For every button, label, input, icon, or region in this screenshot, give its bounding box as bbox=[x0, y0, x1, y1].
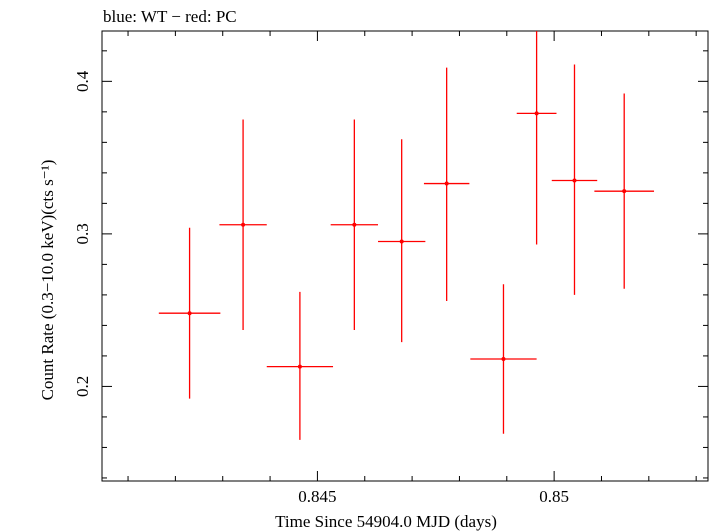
data-marker bbox=[297, 364, 302, 369]
y-tick-label: 0.2 bbox=[73, 376, 92, 397]
x-tick-label: 0.845 bbox=[298, 487, 336, 506]
data-point bbox=[266, 291, 334, 440]
data-point bbox=[516, 31, 557, 245]
data-point bbox=[470, 284, 537, 434]
data-marker bbox=[572, 178, 577, 183]
plot-frame bbox=[101, 30, 709, 482]
data-marker bbox=[534, 111, 539, 116]
data-marker bbox=[187, 311, 192, 316]
data-point bbox=[219, 119, 267, 330]
data-marker bbox=[399, 239, 404, 244]
chart-title: blue: WT − red: PC bbox=[103, 7, 237, 26]
data-point bbox=[423, 67, 470, 301]
x-tick-label: 0.85 bbox=[539, 487, 569, 506]
data-marker bbox=[622, 189, 627, 194]
data-point bbox=[330, 119, 379, 330]
data-point bbox=[594, 93, 655, 289]
data-marker bbox=[501, 356, 506, 361]
x-axis-label: Time Since 54904.0 MJD (days) bbox=[275, 512, 497, 531]
y-tick-label: 0.3 bbox=[73, 223, 92, 244]
data-marker bbox=[241, 222, 246, 227]
data-marker bbox=[352, 222, 357, 227]
data-point bbox=[551, 64, 598, 295]
data-point bbox=[378, 139, 426, 343]
y-axis-label: Count Rate (0.3−10.0 keV)(cts s⁻¹) bbox=[38, 160, 57, 401]
y-tick-label: 0.4 bbox=[73, 70, 92, 92]
data-point bbox=[158, 227, 221, 399]
data-marker bbox=[444, 181, 449, 186]
